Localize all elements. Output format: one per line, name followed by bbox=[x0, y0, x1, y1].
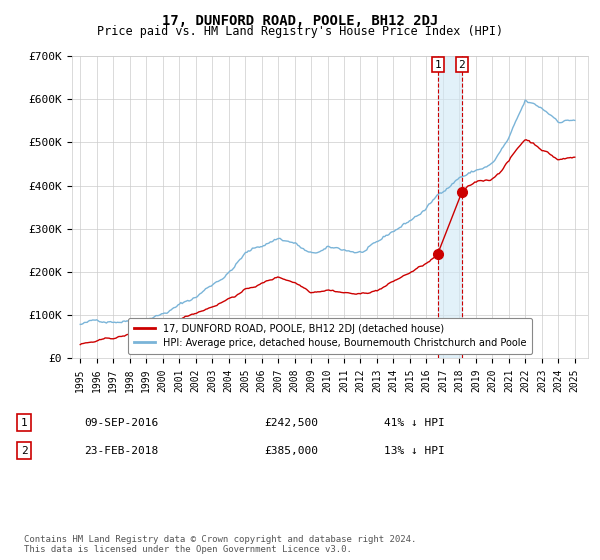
Text: £242,500: £242,500 bbox=[264, 418, 318, 428]
Text: 1: 1 bbox=[20, 418, 28, 428]
Text: 23-FEB-2018: 23-FEB-2018 bbox=[84, 446, 158, 456]
Text: 17, DUNFORD ROAD, POOLE, BH12 2DJ: 17, DUNFORD ROAD, POOLE, BH12 2DJ bbox=[162, 14, 438, 28]
Bar bbox=[438, 56, 462, 358]
Text: 41% ↓ HPI: 41% ↓ HPI bbox=[384, 418, 445, 428]
Text: 09-SEP-2016: 09-SEP-2016 bbox=[84, 418, 158, 428]
Text: 2: 2 bbox=[20, 446, 28, 456]
Text: 1: 1 bbox=[434, 60, 441, 69]
Text: Price paid vs. HM Land Registry's House Price Index (HPI): Price paid vs. HM Land Registry's House … bbox=[97, 25, 503, 38]
Text: £385,000: £385,000 bbox=[264, 446, 318, 456]
Text: 13% ↓ HPI: 13% ↓ HPI bbox=[384, 446, 445, 456]
Legend: 17, DUNFORD ROAD, POOLE, BH12 2DJ (detached house), HPI: Average price, detached: 17, DUNFORD ROAD, POOLE, BH12 2DJ (detac… bbox=[128, 318, 532, 353]
Text: 2: 2 bbox=[458, 60, 465, 69]
Text: Contains HM Land Registry data © Crown copyright and database right 2024.
This d: Contains HM Land Registry data © Crown c… bbox=[24, 535, 416, 554]
